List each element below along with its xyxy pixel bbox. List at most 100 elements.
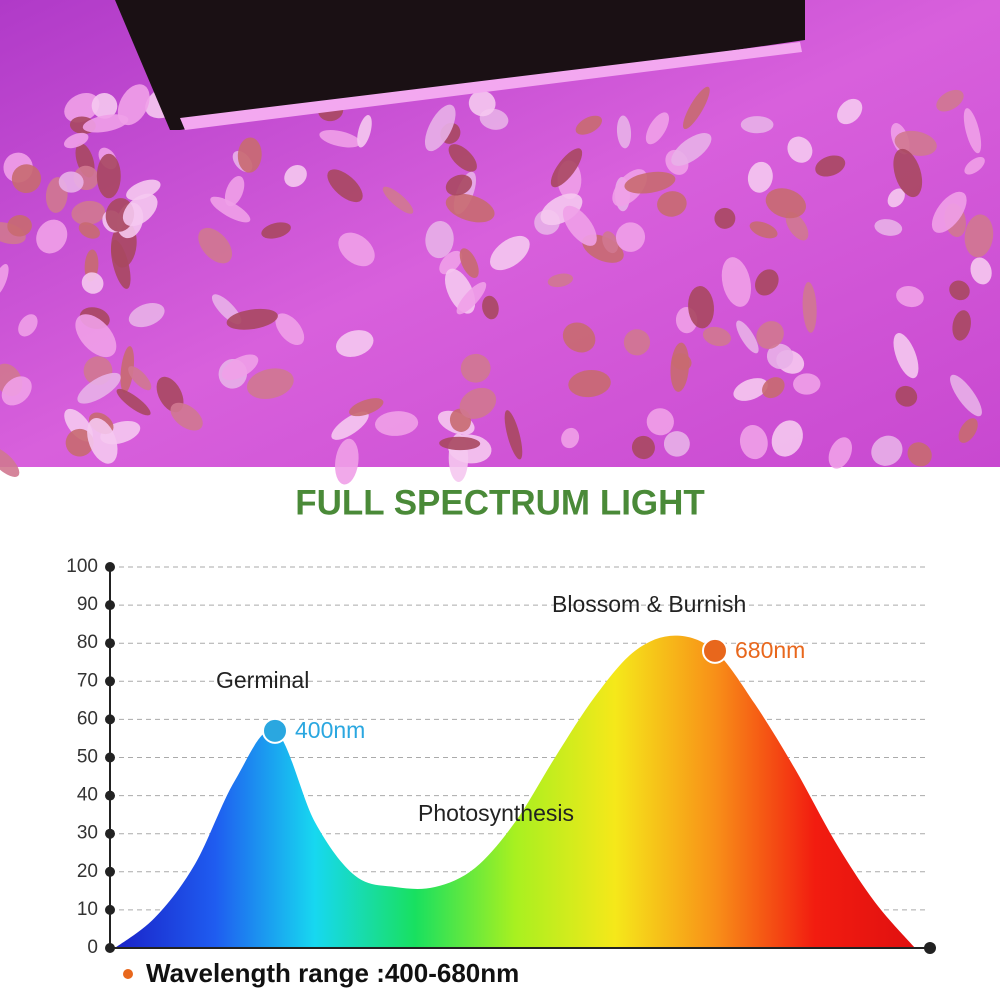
- leaf: [787, 136, 813, 163]
- leaf: [445, 174, 473, 196]
- leaf: [331, 411, 369, 440]
- y-tick-label: 20: [77, 861, 98, 882]
- leaf: [170, 402, 203, 431]
- annotation: Germinal: [216, 667, 309, 693]
- leaf: [64, 92, 100, 123]
- leaf: [755, 269, 779, 296]
- leaf: [561, 427, 580, 449]
- leaf: [874, 219, 903, 236]
- leaf: [439, 436, 481, 451]
- leaf: [747, 161, 773, 193]
- leaf: [785, 212, 809, 241]
- leaf: [78, 222, 100, 239]
- leaf: [714, 207, 736, 229]
- leaf: [63, 132, 89, 149]
- annotation: Photosynthesis: [418, 800, 574, 826]
- leaf: [1, 376, 32, 406]
- leaf: [887, 188, 905, 208]
- leaf: [482, 295, 499, 320]
- leaf: [646, 408, 674, 436]
- leaf: [766, 343, 794, 370]
- leaf: [615, 222, 646, 252]
- leaf: [357, 115, 372, 148]
- leaf: [460, 353, 491, 383]
- spectrum-area: [115, 635, 915, 948]
- leaf: [198, 227, 233, 264]
- leaf: [895, 385, 918, 407]
- leaf: [602, 231, 619, 254]
- chart: 0 10 20 30 40 50 60 70 80 90 100 400nm 680nm: [66, 556, 936, 958]
- leaf: [631, 435, 655, 460]
- leaf: [210, 196, 251, 223]
- leaf: [91, 93, 118, 119]
- lamp-glow: [180, 42, 802, 130]
- leaf: [226, 308, 278, 330]
- leaf: [671, 133, 712, 166]
- leaf: [837, 98, 863, 125]
- leaf: [958, 418, 978, 443]
- leaf: [623, 329, 651, 356]
- point-label: 400nm: [295, 717, 365, 743]
- leaf: [284, 165, 307, 188]
- y-tick-label: 50: [77, 747, 98, 768]
- leaf: [893, 333, 919, 379]
- leaf: [896, 286, 924, 308]
- leaf: [949, 280, 970, 301]
- y-tick-label: 10: [77, 899, 98, 920]
- leaf: [893, 148, 923, 198]
- leaf: [562, 322, 596, 353]
- leaf: [96, 153, 121, 199]
- leaf: [122, 193, 158, 227]
- leaf: [445, 193, 495, 223]
- leaf: [733, 378, 768, 401]
- leaf: [0, 263, 9, 297]
- footnote: Wavelength range :400-680nm: [146, 958, 519, 988]
- lamp: [115, 0, 805, 130]
- leaf: [963, 108, 982, 154]
- leaf: [327, 169, 363, 203]
- leaf: [964, 214, 994, 258]
- plants: [0, 84, 994, 485]
- leaf: [688, 286, 714, 329]
- leaf: [871, 435, 903, 466]
- point-label: 680nm: [735, 637, 805, 663]
- leaf: [349, 398, 384, 417]
- leaf: [547, 273, 574, 288]
- leaf: [762, 377, 785, 399]
- leaf: [448, 144, 477, 172]
- leaf: [87, 417, 118, 464]
- leaf: [815, 155, 846, 177]
- leaf: [749, 221, 778, 239]
- photo: [0, 0, 1000, 485]
- leaf: [261, 222, 291, 239]
- leaf: [936, 89, 964, 112]
- leaf: [740, 116, 774, 134]
- leaf: [382, 186, 414, 214]
- y-tick-label: 80: [77, 632, 98, 653]
- leaf: [77, 372, 121, 404]
- leaf: [670, 342, 690, 392]
- leaf: [739, 424, 768, 460]
- leaf: [771, 420, 803, 457]
- leaf: [468, 90, 496, 117]
- leaf: [425, 220, 454, 259]
- leaf: [490, 235, 530, 271]
- leaf: [721, 257, 752, 307]
- leaf: [65, 428, 94, 457]
- point-marker: [702, 637, 728, 664]
- leaf: [128, 366, 152, 391]
- leaf: [657, 191, 687, 217]
- leaf: [663, 431, 690, 457]
- y-tick-label: 30: [77, 823, 98, 844]
- leaf: [81, 272, 104, 294]
- leaf: [424, 104, 456, 152]
- leaf: [645, 112, 670, 145]
- leaf: [36, 219, 68, 254]
- leaf: [575, 115, 603, 135]
- leaf: [117, 84, 150, 126]
- y-tick-label: 0: [87, 937, 98, 958]
- leaf: [338, 232, 375, 267]
- leaf: [504, 410, 523, 460]
- leaf: [71, 200, 106, 226]
